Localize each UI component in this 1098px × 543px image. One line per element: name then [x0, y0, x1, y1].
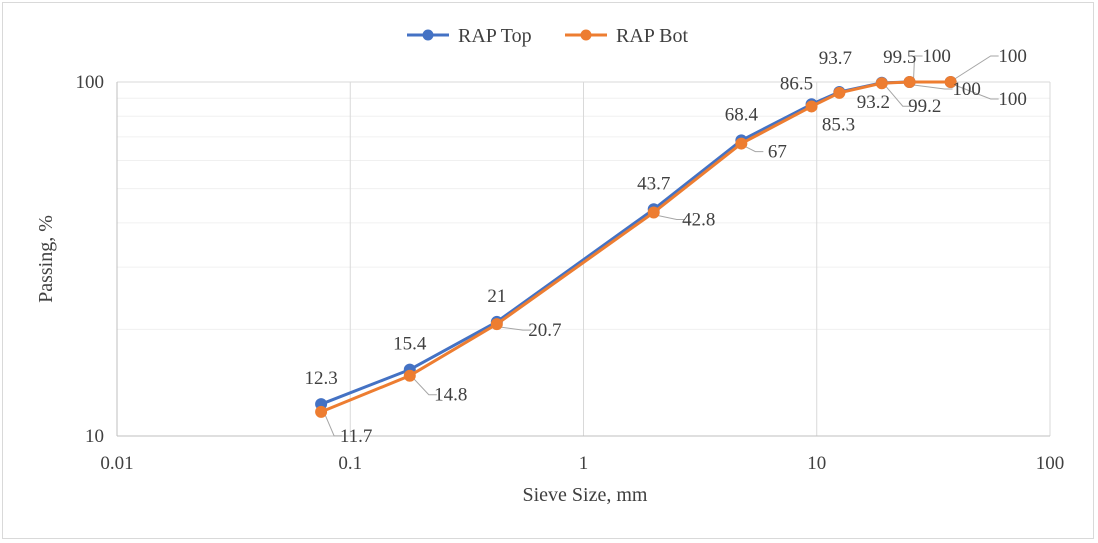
data-point	[647, 206, 660, 219]
y-axis-title: Passing, %	[35, 215, 57, 303]
legend-label: RAP Bot	[616, 25, 689, 47]
data-point	[403, 369, 416, 382]
data-label: 93.2	[857, 92, 890, 113]
leader-line	[745, 146, 764, 153]
data-label: 86.5	[780, 73, 813, 94]
x-axis-title: Sieve Size, mm	[523, 484, 648, 506]
leader-line	[324, 414, 343, 437]
data-label: 11.7	[340, 426, 373, 447]
data-point	[315, 405, 328, 418]
legend-swatch-marker	[422, 29, 434, 41]
data-label: 100	[952, 79, 981, 100]
data-label: 67	[768, 142, 787, 163]
y-tick-label: 100	[76, 72, 105, 93]
series-line	[320, 80, 951, 414]
leader-line	[500, 326, 531, 331]
data-point	[490, 318, 503, 331]
y-tick-label: 10	[85, 426, 104, 447]
data-label: 43.7	[637, 173, 670, 194]
series-layer	[315, 76, 957, 418]
x-tick-label: 10	[807, 453, 826, 474]
data-label: 99.2	[908, 96, 941, 117]
data-label: 12.3	[304, 368, 337, 389]
leader-line	[413, 378, 437, 396]
data-label: 93.7	[819, 48, 852, 69]
legend-label: RAP Top	[458, 25, 532, 47]
data-label: 100	[998, 89, 1027, 110]
data-label: 20.7	[528, 320, 561, 341]
data-point	[735, 137, 748, 150]
x-tick-label: 100	[1036, 453, 1065, 474]
data-point	[903, 76, 916, 88]
legend-swatch-marker	[580, 29, 592, 41]
data-label: 68.4	[725, 104, 759, 125]
leader-line	[913, 55, 923, 80]
axes	[116, 82, 1050, 437]
leader-lines	[324, 55, 999, 437]
data-label: 15.4	[393, 334, 427, 355]
data-label: 100	[922, 46, 951, 67]
legend: RAP Top RAP Bot	[407, 25, 689, 47]
leader-line	[885, 85, 911, 107]
data-point	[944, 76, 957, 88]
data-point	[833, 86, 846, 99]
leader-line	[954, 84, 999, 100]
series-line	[320, 80, 951, 406]
data-label: 99.5	[883, 47, 916, 68]
x-tick-label: 0.01	[100, 453, 133, 474]
data-label: 14.8	[434, 385, 467, 406]
data-label: 100	[998, 46, 1027, 67]
data-point	[805, 100, 818, 113]
x-tick-label: 0.1	[338, 453, 362, 474]
leader-line	[913, 84, 953, 90]
data-label: 42.8	[682, 209, 715, 230]
leader-line	[954, 55, 999, 80]
data-label: 21	[487, 286, 506, 307]
data-label: 85.3	[822, 114, 855, 135]
tick-labels: 0.01 0.1 1 10 100 10 100	[76, 72, 1065, 474]
leader-line	[657, 214, 685, 220]
data-point	[875, 77, 888, 90]
x-tick-label: 1	[579, 453, 589, 474]
